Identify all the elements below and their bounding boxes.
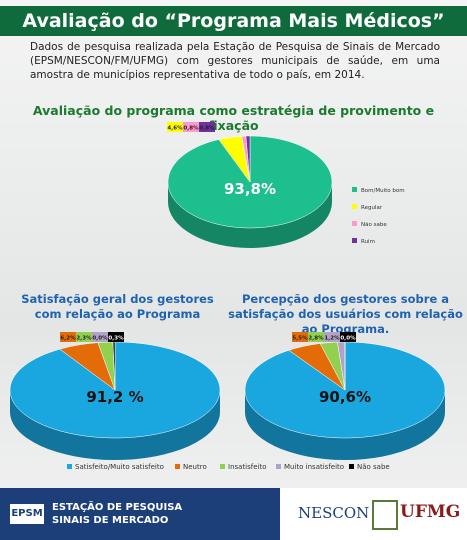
footer: EPSM ESTAÇÃO DE PESQUISA SINAIS DE MERCA… <box>0 488 467 540</box>
legend-swatch <box>175 464 180 469</box>
footer-band <box>0 488 280 540</box>
legend-swatch <box>67 464 72 469</box>
data-label: 1,2% <box>324 336 340 342</box>
label-box <box>108 332 124 342</box>
legend-label: Neutro <box>183 463 207 471</box>
label-box <box>92 332 108 342</box>
logo-emblem <box>372 500 398 530</box>
label-box <box>324 332 340 342</box>
label-box <box>308 332 324 342</box>
data-label: 2,8% <box>308 336 324 342</box>
data-label: 6,2% <box>60 336 76 342</box>
chart-title: Avaliação do programa como estratégia de… <box>32 103 435 133</box>
pie-slice <box>245 135 251 183</box>
legend-label: Regular <box>361 205 383 211</box>
chart-title: Satisfação geral dos gestores com relaçã… <box>21 292 214 321</box>
data-label: 2,3% <box>76 336 92 342</box>
data-label: 0,8% <box>199 126 215 132</box>
page-title: Avaliação do “Programa Mais Médicos” <box>0 6 467 36</box>
logo-epsm: EPSM <box>10 504 44 524</box>
legend-swatch <box>276 464 281 469</box>
legend-label: Insatisfeito <box>228 463 267 471</box>
logo-line: SINAIS DE MERCADO <box>52 515 169 526</box>
label-box <box>60 332 76 342</box>
logo-ufmg: UFMG <box>400 502 461 522</box>
legend-swatch <box>352 238 357 243</box>
label-box <box>167 122 183 132</box>
data-label: 93,8% <box>224 180 276 198</box>
label-box <box>183 122 199 132</box>
label-box <box>199 122 215 132</box>
intro-text: Dados de pesquisa realizada pela Estação… <box>30 41 440 81</box>
legend-label: Ruim <box>361 239 375 245</box>
legend-swatch <box>220 464 225 469</box>
logo-nescon: NESCON <box>298 504 370 522</box>
logo-line: ESTAÇÃO DE PESQUISA <box>52 502 183 513</box>
data-label: 0,8% <box>183 126 199 132</box>
data-label: 0,3% <box>108 336 124 342</box>
data-label: 91,2 % <box>86 388 143 406</box>
legend-swatch <box>352 187 357 192</box>
legend-label: Satisfeito/Muito satisfeito <box>75 463 164 471</box>
legend-label: Bom/Muito bom <box>361 188 405 194</box>
charts: 93,8%4,6% 0,8% 0,8%Bom/Muito bomRegularNão… <box>9 122 446 471</box>
label-box <box>76 332 92 342</box>
data-label: 90,6% <box>319 388 371 406</box>
label-box <box>292 332 308 342</box>
data-label: 5,5% <box>292 336 308 342</box>
label-box <box>340 332 356 342</box>
legend-swatch <box>352 221 357 226</box>
legend-swatch <box>349 464 354 469</box>
legend-label: Não sabe <box>361 222 387 228</box>
legend-label: Muito insatisfeito <box>284 463 344 471</box>
data-label: 0,0% <box>340 336 356 342</box>
legend-swatch <box>352 204 357 209</box>
legend-label: Não sabe <box>357 463 390 471</box>
data-label: 4,6% <box>167 126 183 132</box>
data-label: 0,0% <box>92 336 108 342</box>
chart-title: Percepção dos gestores sobre a satisfaçã… <box>228 292 463 336</box>
